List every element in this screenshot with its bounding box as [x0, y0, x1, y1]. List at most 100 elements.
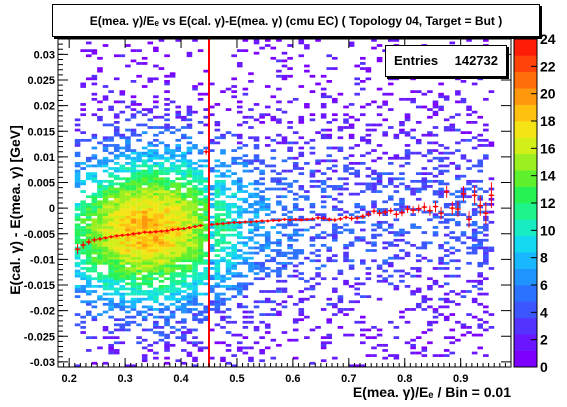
heatmap-cell: [102, 228, 109, 232]
heatmap-cell: [483, 223, 489, 227]
heatmap-cell: [147, 218, 154, 222]
heatmap-cell: [153, 144, 159, 147]
heatmap-cell: [354, 174, 360, 178]
heatmap-cell: [292, 131, 299, 135]
heatmap-cell: [141, 256, 148, 260]
profile-marker: [165, 229, 169, 232]
heatmap-cell: [360, 62, 366, 65]
heatmap-cell: [203, 269, 209, 273]
heatmap-cell: [298, 308, 305, 311]
profile-marker: [182, 227, 186, 230]
heatmap-cell: [259, 162, 265, 165]
heatmap-cell: [181, 162, 187, 165]
heatmap-cell: [141, 290, 148, 293]
heatmap-cell: [421, 300, 428, 304]
heatmap-cell: [125, 146, 131, 150]
heatmap-cell: [209, 205, 215, 209]
heatmap-cell: [130, 287, 137, 291]
heatmap-cell: [455, 128, 461, 132]
heatmap-cell: [164, 149, 170, 152]
heatmap-cell: [348, 213, 355, 217]
heatmap-cell: [164, 190, 170, 193]
heatmap-cell: [382, 172, 388, 176]
heatmap-cell: [220, 241, 226, 245]
heatmap-cell: [125, 323, 131, 327]
heatmap-cell: [203, 267, 209, 270]
heatmap-cell: [85, 310, 92, 314]
heatmap-cell: [304, 69, 310, 73]
heatmap-cell: [197, 349, 204, 352]
heatmap-cell: [186, 238, 193, 242]
heatmap-cell: [471, 121, 478, 124]
heatmap-cell: [399, 203, 405, 206]
heatmap-cell: [432, 113, 439, 117]
heatmap-cell: [181, 185, 187, 188]
heatmap-cell: [192, 356, 198, 360]
heatmap-cell: [102, 277, 109, 281]
heatmap-cell: [320, 213, 327, 217]
heatmap-cell: [108, 305, 114, 309]
heatmap-cell: [119, 267, 126, 270]
heatmap-cell: [466, 179, 472, 183]
heatmap-cell: [164, 169, 170, 173]
heatmap-cell: [292, 328, 299, 332]
heatmap-cell: [410, 267, 416, 270]
heatmap-cell: [80, 259, 86, 263]
heatmap-cell: [326, 54, 333, 58]
heatmap-cell: [332, 146, 338, 150]
heatmap-cell: [108, 238, 114, 242]
heatmap-cell: [108, 300, 114, 304]
heatmap-cell: [466, 131, 472, 135]
heatmap-cell: [74, 223, 81, 227]
heatmap-cell: [337, 308, 344, 311]
profile-point: [376, 210, 383, 217]
heatmap-cell: [147, 203, 154, 206]
heatmap-cell: [438, 159, 444, 163]
heatmap-cell: [80, 274, 86, 278]
heatmap-cell: [175, 154, 182, 158]
heatmap-cell: [438, 156, 444, 160]
heatmap-cell: [209, 259, 215, 263]
heatmap-cell: [276, 231, 282, 234]
heatmap-cell: [80, 238, 86, 242]
heatmap-cell: [125, 179, 131, 183]
profile-point: [410, 206, 416, 215]
heatmap-cell: [427, 285, 433, 288]
palette-swatch: [514, 170, 537, 187]
heatmap-cell: [270, 249, 277, 252]
heatmap-cell: [276, 39, 282, 42]
heatmap-cell: [449, 231, 456, 234]
heatmap-cell: [197, 272, 204, 275]
heatmap-cell: [192, 277, 198, 281]
heatmap-cell: [136, 197, 142, 201]
heatmap-cell: [455, 90, 461, 94]
heatmap-cell: [399, 233, 405, 237]
heatmap-cell: [220, 200, 226, 204]
heatmap-cell: [175, 259, 182, 263]
heatmap-cell: [214, 179, 221, 183]
heatmap-cell: [421, 331, 428, 334]
heatmap-cell: [164, 200, 170, 204]
heatmap-cell: [74, 287, 81, 291]
heatmap-cell: [113, 238, 120, 242]
heatmap-cell: [337, 200, 344, 204]
heatmap-cell: [292, 256, 299, 260]
heatmap-cell: [181, 310, 187, 314]
heatmap-cell: [97, 115, 103, 119]
heatmap-cell: [197, 282, 204, 286]
heatmap-cell: [259, 113, 265, 117]
heatmap-cell: [97, 203, 103, 206]
heatmap-cell: [181, 177, 187, 181]
heatmap-cell: [147, 228, 154, 232]
heatmap-cell: [125, 364, 131, 368]
heatmap-cell: [147, 220, 154, 224]
heatmap-cell: [164, 185, 170, 188]
heatmap-cell: [332, 223, 338, 227]
heatmap-cell: [192, 228, 198, 232]
heatmap-cell: [214, 190, 221, 193]
heatmap-cell: [74, 238, 81, 242]
heatmap-cell: [242, 208, 249, 211]
heatmap-cell: [169, 244, 176, 247]
heatmap-cell: [169, 241, 176, 245]
heatmap-cell: [466, 159, 472, 163]
